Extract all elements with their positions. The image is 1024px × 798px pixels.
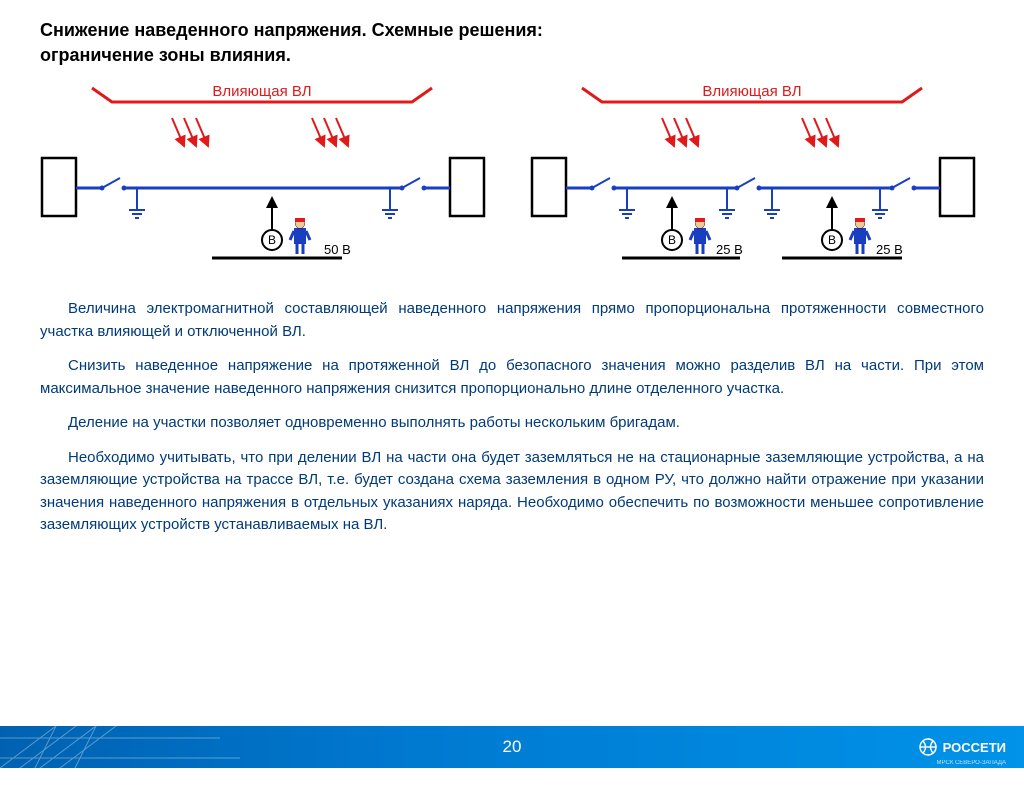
voltage-right-b: 25 В <box>876 242 903 257</box>
sub-brand: МРСК СЕВЕРО-ЗАПАДА <box>937 760 1006 766</box>
para-4: Необходимо учитывать, что при делении ВЛ… <box>40 447 984 537</box>
voltage-right-a: 25 В <box>716 242 743 257</box>
brand-text: РОССЕТИ <box>943 740 1006 755</box>
body-text: Величина электромагнитной составляющей н… <box>0 290 1024 537</box>
para-2: Снизить наведенное напряжение на протяже… <box>40 355 984 400</box>
page-number: 20 <box>503 737 522 757</box>
para-3: Деление на участки позволяет одновременн… <box>40 412 984 435</box>
footer-decoration-icon <box>0 678 280 798</box>
page-title: Снижение наведенного напряжения. Схемные… <box>0 0 1024 68</box>
footer: 20 РОССЕТИ МРСК СЕВЕРО-ЗАПАДА <box>0 726 1024 768</box>
title-line1: Снижение наведенного напряжения. Схемные… <box>40 18 984 43</box>
diagram-left: Влияющая ВЛ 50 В <box>42 83 484 258</box>
para-1: Величина электромагнитной составляющей н… <box>40 298 984 343</box>
title-line2: ограничение зоны влияния. <box>40 43 984 68</box>
diagram-right: Влияющая ВЛ 25 В 25 В <box>532 83 974 258</box>
diagram: В Влияющая ВЛ <box>32 80 992 290</box>
brand-icon <box>919 738 937 756</box>
brand-logo: РОССЕТИ <box>919 738 1006 756</box>
influencing-label-right: Влияющая ВЛ <box>702 83 801 100</box>
voltage-left: 50 В <box>324 242 351 257</box>
influencing-label-left: Влияющая ВЛ <box>212 83 311 100</box>
